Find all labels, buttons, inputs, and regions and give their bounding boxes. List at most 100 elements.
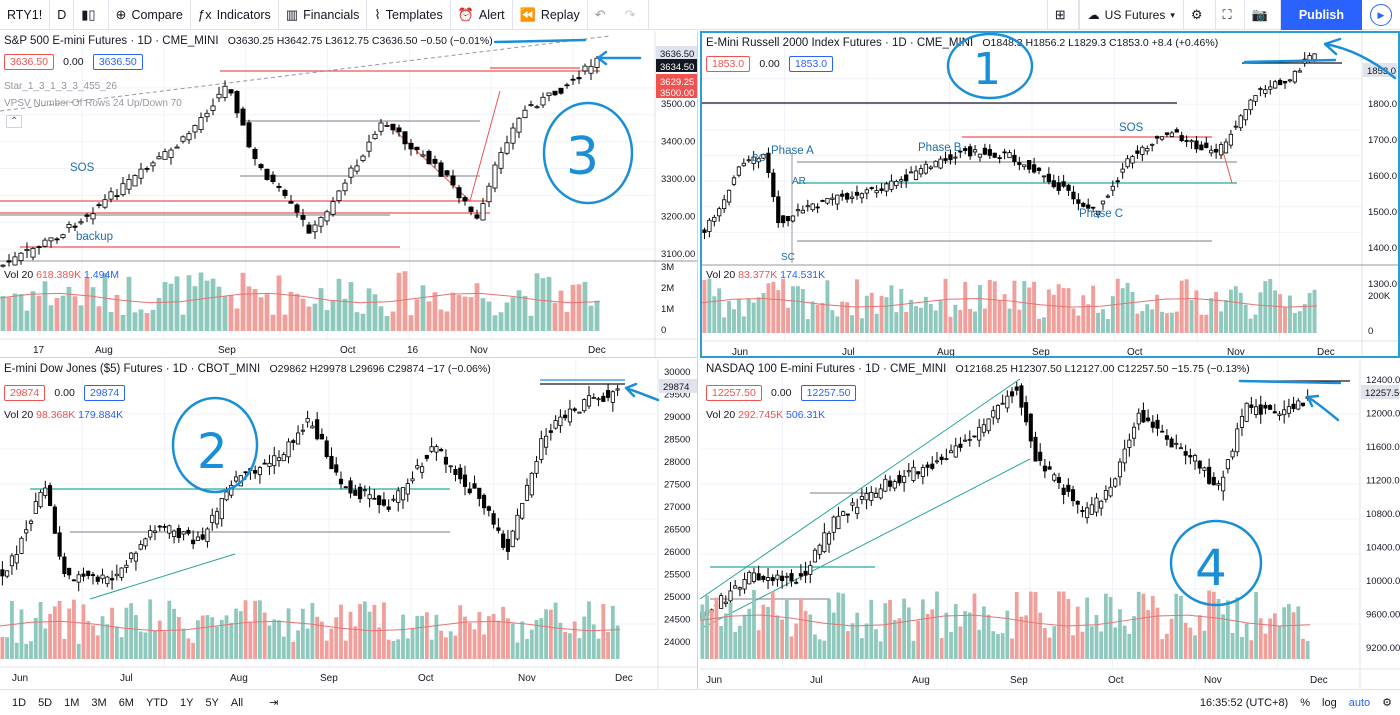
financials-button[interactable]: ▥ Financials (279, 0, 368, 30)
candle-body (24, 249, 30, 252)
candle-body (1192, 455, 1198, 462)
range-all-button[interactable]: All (230, 696, 244, 709)
compare-button[interactable]: ⊕ Compare (109, 0, 191, 30)
candle-body (372, 497, 377, 500)
volume-bar (1132, 616, 1136, 659)
chart-pane-nasdaq[interactable]: 12400.00 12000.00 11600.00 11200.00 10800.00… (700, 359, 1400, 689)
chart-type-button[interactable]: ▮▯ (74, 0, 109, 30)
candle-body (396, 490, 401, 503)
candle-body (448, 465, 453, 468)
collapse-indicators-button[interactable]: ⌃ (6, 115, 23, 128)
clock-time[interactable]: 16:35:52 (UTC+8) (1199, 696, 1289, 709)
snapshot-button[interactable]: 📷 (1245, 0, 1281, 30)
volume-bar (186, 638, 191, 659)
volume-bar (0, 636, 5, 659)
sp500-sell-box[interactable]: 3636.50 (4, 54, 54, 70)
russell-chart-canvas[interactable]: 1800.0 1700.0 1600.0 1500.0 1400.0 1300.0200K… (702, 33, 1398, 356)
time-tick-label: Jul (810, 675, 823, 686)
volume-bar (294, 293, 300, 331)
range-1m-button[interactable]: 1M (64, 696, 80, 709)
range-6m-button[interactable]: 6M (118, 696, 134, 709)
candle-body (276, 457, 282, 461)
exchange-select[interactable]: ☁ US Futures ▾ (1078, 0, 1184, 30)
volume-bar (799, 598, 803, 659)
candle-body (918, 168, 924, 175)
candle-body (84, 214, 90, 217)
range-5y-button[interactable]: 5Y (205, 696, 219, 709)
volume-bar (958, 626, 963, 659)
candle-body (737, 587, 742, 590)
sp500-indicator-1[interactable]: Star_1_3_1_3_3_455_26 (4, 81, 117, 92)
settings-button[interactable]: ⚙ (1184, 0, 1216, 30)
candle-body (224, 491, 229, 501)
settings-gear-icon[interactable]: ⚙ (1382, 697, 1392, 709)
percent-toggle[interactable]: % (1300, 696, 1311, 709)
candle-body (174, 146, 180, 149)
indicators-button[interactable]: ƒx Indicators (191, 0, 279, 30)
alert-button[interactable]: ⏰ Alert (451, 0, 513, 30)
candle-body (1194, 140, 1199, 150)
volume-bar (808, 614, 813, 659)
range-1d-button[interactable]: 1D (12, 696, 27, 709)
candle-body (14, 554, 19, 564)
chart-pane-dow[interactable]: 30000 29500 29000 28500 28000 27500 27000 26500… (0, 359, 698, 689)
volume-bar (539, 618, 544, 659)
candle-body (854, 191, 860, 196)
goto-date-button[interactable]: ⇥ (263, 696, 284, 709)
fullscreen-button[interactable]: ⛶ (1216, 0, 1245, 30)
volume-bar (577, 638, 582, 659)
redo-button[interactable]: ↷ (618, 0, 649, 30)
volume-bar (822, 640, 827, 659)
candle-body (825, 198, 830, 204)
play-icon[interactable]: ▶ (1370, 4, 1392, 26)
volume-bar (1292, 312, 1297, 333)
candle-body (1202, 467, 1207, 471)
auto-toggle[interactable]: auto (1348, 696, 1371, 709)
range-5d-button[interactable]: 5D (38, 696, 53, 709)
templates-button[interactable]: ⌇ Templates (367, 0, 451, 30)
price-tick-label: 3300.00 (661, 174, 695, 185)
dow-chart-canvas[interactable]: 30000 29500 29000 28500 28000 27500 27000 26500… (0, 359, 698, 689)
volume-bar (282, 314, 288, 331)
candle-body (1302, 58, 1307, 64)
interval-button[interactable]: D (50, 0, 75, 30)
candle-body (133, 552, 138, 562)
chart-pane-sp500[interactable]: 3500.00 3400.00 3300.00 3200.00 3100.00 3M 2M 1… (0, 31, 698, 358)
dow-buy-box[interactable]: 29874 (84, 385, 126, 401)
volume-bar (156, 297, 162, 331)
russell-buy-box[interactable]: 1853.0 (788, 56, 834, 72)
sp500-buy-box[interactable]: 3636.50 (92, 54, 143, 70)
volume-bar (1199, 314, 1204, 333)
candle-body (439, 449, 444, 452)
volume-bar (1224, 299, 1228, 333)
russell-sell-box[interactable]: 1853.0 (706, 56, 751, 72)
log-toggle[interactable]: log (1322, 696, 1337, 709)
layout-button[interactable]: ⊞ (1046, 0, 1079, 30)
range-3m-button[interactable]: 3M (91, 696, 107, 709)
sp500-chart-canvas[interactable]: 3500.00 3400.00 3300.00 3200.00 3100.00 3M 2M 1… (0, 31, 698, 358)
candle-body (967, 438, 972, 441)
volume-bar (305, 628, 310, 659)
chart-pane-russell[interactable]: 1800.0 1700.0 1600.0 1500.0 1400.0 1300.0 200K… (700, 31, 1400, 358)
sp500-indicator-2[interactable]: VPSV Number Of Rows 24 Up/Down 70 (4, 98, 182, 109)
range-ytd-button[interactable]: YTD (145, 696, 168, 709)
symbol-search-button[interactable]: RTY1! (0, 0, 51, 30)
volume-bar (1105, 318, 1110, 333)
candle-body (1263, 89, 1268, 94)
volume-bar (288, 291, 294, 331)
nasdaq-buy-box[interactable]: 12257.50 (800, 385, 857, 401)
volume-bar (270, 314, 276, 331)
range-1y-button[interactable]: 1Y (179, 696, 194, 709)
dow-sell-box[interactable]: 29874 (4, 385, 46, 401)
nasdaq-sell-box[interactable]: 12257.50 (706, 385, 762, 401)
undo-button[interactable]: ↶ (588, 0, 618, 30)
volume-bar (789, 636, 794, 659)
candle-body (582, 399, 587, 412)
volume-bar (1127, 633, 1132, 659)
candle-body (222, 85, 228, 98)
replay-button[interactable]: ⏪ Replay (513, 0, 588, 30)
volume-bar (229, 622, 234, 659)
price-tick-label: 29000 (664, 412, 690, 423)
publish-button[interactable]: Publish (1280, 0, 1362, 30)
nasdaq-chart-canvas[interactable]: 12400.00 12000.00 11600.00 11200.00 10800.00… (700, 359, 1400, 689)
